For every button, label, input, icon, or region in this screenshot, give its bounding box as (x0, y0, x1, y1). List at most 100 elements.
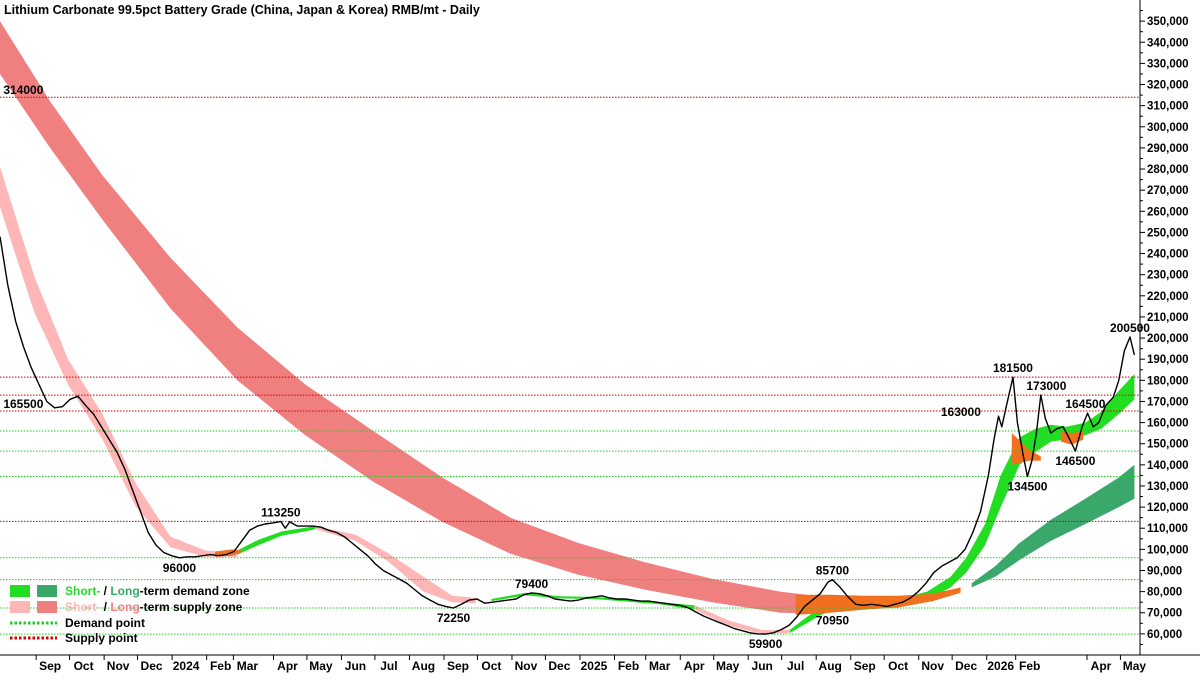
x-tick-label-1: Oct (74, 659, 94, 673)
short-supply-zone-3 (694, 605, 791, 635)
short-supply-zone-2 (315, 526, 476, 604)
x-tick-label-15: Dec (548, 659, 570, 673)
annotation-72250: 72250 (437, 611, 471, 625)
x-tick-label-14: Nov (515, 659, 538, 673)
y-tick-label-16: 220,000 (1147, 291, 1189, 303)
annotation-59900: 59900 (749, 637, 783, 651)
x-tick-label-11: Aug (412, 659, 435, 673)
y-tick-label-18: 240,000 (1147, 249, 1189, 261)
legend-prefix-1: Short- (65, 600, 100, 614)
x-tick-label-30: Apr (1091, 659, 1112, 673)
annotation-96000: 96000 (163, 561, 197, 575)
annotation-79400: 79400 (515, 577, 549, 591)
price-line (0, 236, 1136, 635)
annotation-113250: 113250 (261, 505, 301, 519)
y-tick-label-0: 60,000 (1147, 629, 1182, 641)
legend-sep-0: / (100, 584, 110, 598)
legend-prefix-0: Short- (65, 584, 100, 598)
x-tick-label-6: Mar (237, 659, 259, 673)
legend-label-2: Demand point (65, 616, 145, 630)
y-tick-label-12: 180,000 (1147, 375, 1189, 387)
y-tick-label-26: 320,000 (1147, 80, 1189, 92)
x-tick-label-22: Jul (787, 659, 804, 673)
annotation-70950: 70950 (816, 614, 850, 628)
y-tick-label-11: 170,000 (1147, 396, 1189, 408)
x-tick-label-28: 2026 (987, 659, 1014, 673)
legend-swatch-short-1 (10, 601, 30, 613)
chart-title: Lithium Carbonate 99.5pct Battery Grade … (4, 3, 480, 17)
y-tick-label-6: 120,000 (1147, 502, 1189, 514)
y-tick-label-28: 340,000 (1147, 37, 1189, 49)
x-tick-label-5: Feb (210, 659, 231, 673)
annotation-314000: 314000 (3, 83, 43, 97)
legend-swatch-long-0 (37, 585, 57, 597)
y-tick-label-13: 190,000 (1147, 354, 1189, 366)
y-tick-label-10: 160,000 (1147, 418, 1189, 430)
annotation-85700: 85700 (816, 564, 850, 578)
long-supply-zone-0 (0, 21, 825, 614)
legend-main-1: Long (110, 600, 139, 614)
y-tick-label-29: 350,000 (1147, 16, 1189, 28)
y-tick-label-4: 100,000 (1147, 544, 1189, 556)
x-tick-label-9: Jun (345, 659, 366, 673)
y-tick-label-3: 90,000 (1147, 565, 1182, 577)
x-tick-label-2: Nov (107, 659, 130, 673)
y-tick-label-25: 310,000 (1147, 101, 1189, 113)
x-tick-label-16: 2025 (581, 659, 608, 673)
y-tick-label-22: 280,000 (1147, 164, 1189, 176)
overlap-zone-9 (795, 587, 961, 615)
x-tick-label-7: Apr (277, 659, 298, 673)
y-tick-label-1: 70,000 (1147, 608, 1182, 620)
short-demand-zone-4 (237, 526, 316, 555)
levels-layer (0, 96, 1140, 635)
x-tick-label-4: 2024 (173, 659, 200, 673)
annotation-146500: 146500 (1055, 454, 1095, 468)
x-tick-label-20: May (716, 659, 740, 673)
annotation-134500: 134500 (1007, 479, 1047, 493)
y-tick-label-21: 270,000 (1147, 185, 1189, 197)
legend-rest-0: -term demand zone (140, 584, 250, 598)
y-tick-label-19: 250,000 (1147, 227, 1189, 239)
x-tick-label-27: Dec (955, 659, 977, 673)
overlap-zone-10 (1011, 433, 1041, 465)
y-tick-label-7: 130,000 (1147, 481, 1189, 493)
legend-label-1: Short- / Long-term supply zone (65, 600, 243, 614)
price-layer (0, 236, 1136, 635)
x-tick-label-25: Oct (888, 659, 908, 673)
x-tick-label-23: Aug (819, 659, 842, 673)
annotation-165500: 165500 (3, 397, 43, 411)
annotation-163000: 163000 (941, 405, 981, 419)
annotation-173000: 173000 (1026, 379, 1066, 393)
annotation-181500: 181500 (993, 361, 1033, 375)
y-tick-label-23: 290,000 (1147, 143, 1189, 155)
x-tick-label-19: Apr (684, 659, 705, 673)
y-tick-label-14: 200,000 (1147, 333, 1189, 345)
y-tick-label-5: 110,000 (1147, 523, 1188, 535)
x-tick-label-21: Jun (752, 659, 773, 673)
x-tick-label-10: Jul (380, 659, 397, 673)
x-tick-label-17: Feb (618, 659, 639, 673)
y-tick-label-8: 140,000 (1147, 460, 1189, 472)
x-tick-label-31: May (1123, 659, 1147, 673)
legend-label-0: Short- / Long-term demand zone (65, 584, 250, 598)
long-demand-zone-7 (971, 464, 1135, 588)
x-tick-label-8: May (309, 659, 333, 673)
y-tick-label-20: 260,000 (1147, 206, 1189, 218)
y-tick-label-2: 80,000 (1147, 587, 1182, 599)
x-tick-label-3: Dec (141, 659, 163, 673)
y-tick-label-27: 330,000 (1147, 58, 1189, 70)
x-tick-label-24: Sep (854, 659, 876, 673)
annotation-200500: 200500 (1110, 321, 1150, 335)
x-tick-label-0: Sep (39, 659, 61, 673)
x-tick-label-29: Feb (1019, 659, 1040, 673)
y-tick-label-9: 150,000 (1147, 439, 1189, 451)
x-tick-label-26: Nov (921, 659, 944, 673)
x-tick-label-18: Mar (649, 659, 671, 673)
legend-main-0: Long (110, 584, 139, 598)
x-tick-label-12: Sep (447, 659, 469, 673)
annotation-164500: 164500 (1065, 397, 1105, 411)
legend-swatch-long-1 (37, 601, 57, 613)
